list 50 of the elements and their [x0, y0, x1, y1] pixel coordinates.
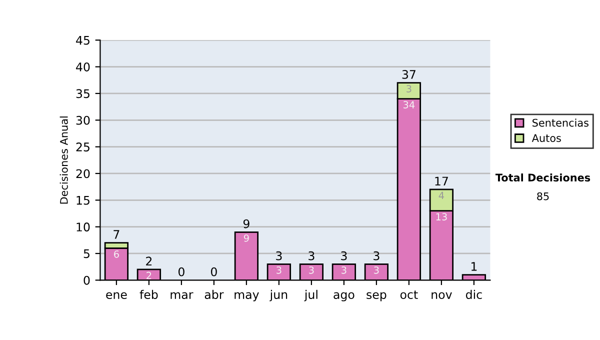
- data-label: 9: [244, 234, 249, 242]
- data-label: 4: [438, 192, 444, 199]
- data-label: 3: [374, 266, 379, 274]
- x-tick-label: sep: [366, 292, 386, 302]
- x-tick-label: mar: [170, 292, 194, 300]
- total-label: 3: [308, 251, 314, 260]
- text: Total Decisiones: [495, 173, 590, 182]
- total-label: 0: [178, 267, 184, 276]
- x-tick-label: ene: [106, 292, 127, 300]
- total-label: 2: [146, 256, 152, 266]
- y-tick-label: 40: [76, 62, 90, 72]
- x-tick-label: ago: [334, 292, 354, 302]
- total-label: 9: [243, 219, 250, 228]
- data-label: 34: [404, 101, 415, 108]
- data-label: 3: [276, 266, 282, 274]
- total-label: 3: [341, 251, 347, 260]
- total-label: 0: [210, 267, 217, 276]
- legend-label: Autos: [532, 134, 561, 142]
- y-tick-label: 20: [76, 169, 90, 178]
- total-label: 7: [114, 230, 120, 239]
- x-tick-label: may: [234, 292, 259, 302]
- y-tick-label: 10: [76, 222, 90, 232]
- y-tick-label: 25: [76, 142, 90, 152]
- y-tick-label: 30: [76, 116, 90, 125]
- x-tick-label: jul: [304, 290, 318, 302]
- data-label: 13: [436, 213, 447, 220]
- x-tick-label: feb: [140, 290, 158, 300]
- total-label: 3: [276, 251, 282, 260]
- x-tick-label: nov: [432, 292, 452, 300]
- y-tick-label: 15: [76, 196, 90, 205]
- y-tick-label: 0: [84, 276, 90, 285]
- x-tick-label: abr: [204, 290, 224, 300]
- x-tick-label: jun: [270, 290, 288, 302]
- y-axis-title: Decisiones Anual: [60, 116, 68, 204]
- x-tick-label: oct: [400, 290, 418, 300]
- y-tick-label: 35: [76, 89, 90, 98]
- y-tick-label: 45: [76, 36, 90, 45]
- text: 85: [537, 192, 549, 200]
- data-label: 3: [309, 266, 314, 274]
- y-tick-label: 5: [84, 249, 90, 258]
- total-label: 17: [435, 176, 448, 186]
- total-label: 3: [374, 251, 380, 260]
- data-label: 3: [406, 85, 412, 92]
- data-label: 2: [146, 272, 152, 280]
- total-label: 1: [471, 262, 477, 271]
- data-label: 3: [342, 266, 346, 274]
- data-label: 6: [114, 250, 119, 258]
- x-tick-label: dic: [466, 290, 482, 300]
- legend-label: Sentencias: [532, 118, 588, 127]
- total-label: 37: [402, 70, 416, 79]
